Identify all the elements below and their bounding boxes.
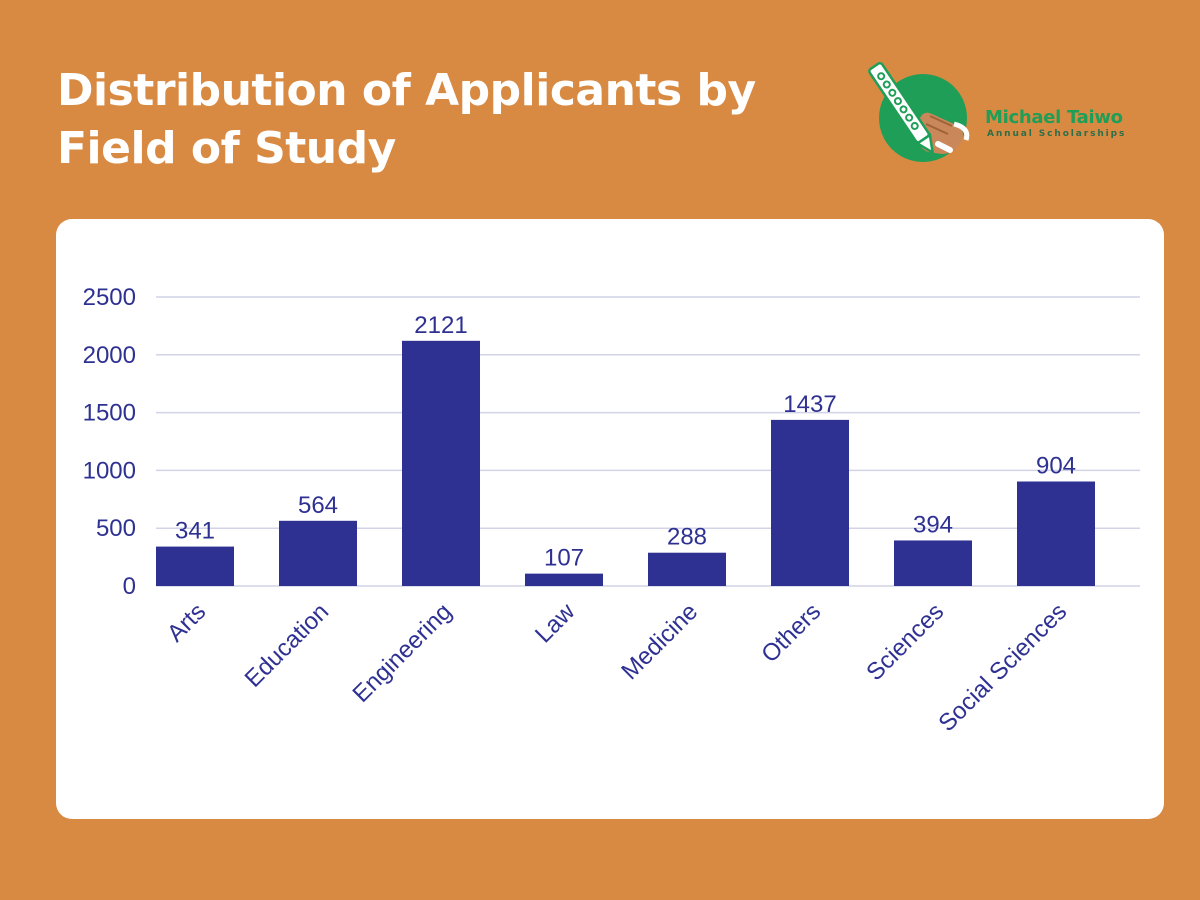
page-title-line-1: Distribution of Applicants by bbox=[57, 65, 756, 116]
logo: Michael Taiwo Annual Scholarships bbox=[868, 58, 1168, 173]
x-tick-label: Engineering bbox=[348, 598, 458, 708]
x-tick-label: Law bbox=[530, 598, 581, 649]
y-tick-label: 1500 bbox=[83, 400, 136, 427]
bar-chart: 0 500 1000 1500 2000 2500 341 Arts 564 Education 2… bbox=[83, 284, 1140, 737]
y-tick-label: 500 bbox=[96, 515, 136, 542]
y-tick-label: 2500 bbox=[83, 284, 136, 311]
data-label: 394 bbox=[913, 511, 953, 538]
bar bbox=[525, 573, 603, 586]
bar bbox=[156, 546, 234, 586]
page-title-line-2: Field of Study bbox=[57, 123, 396, 174]
bar bbox=[648, 552, 726, 586]
y-tick-label: 1000 bbox=[83, 457, 136, 484]
logo-name: Michael Taiwo bbox=[985, 107, 1123, 128]
bar bbox=[1017, 481, 1095, 586]
x-tick-label: Education bbox=[240, 598, 335, 693]
page-title: Distribution of Applicants by Field of S… bbox=[57, 62, 817, 178]
data-label: 288 bbox=[667, 524, 707, 551]
x-tick-label: Arts bbox=[162, 598, 211, 647]
y-tick-label: 0 bbox=[123, 573, 136, 600]
bar bbox=[279, 520, 357, 586]
data-label: 564 bbox=[298, 492, 338, 519]
y-tick-label: 2000 bbox=[83, 342, 136, 369]
x-tick-label: Medicine bbox=[616, 598, 703, 685]
bar bbox=[402, 340, 480, 586]
chart-card: 0 500 1000 1500 2000 2500 341 Arts 564 Education 2… bbox=[56, 219, 1164, 819]
data-label: 904 bbox=[1036, 452, 1076, 479]
x-tick-label: Others bbox=[756, 598, 826, 668]
data-label: 2121 bbox=[414, 312, 467, 339]
data-label: 341 bbox=[175, 518, 215, 545]
x-tick-label: Social Sciences bbox=[933, 598, 1072, 737]
bar bbox=[894, 540, 972, 586]
bar bbox=[771, 419, 849, 586]
pencil-hand-logo-icon bbox=[868, 61, 970, 162]
data-label: 1437 bbox=[783, 391, 836, 418]
x-tick-label: Sciences bbox=[861, 598, 949, 686]
logo-tagline: Annual Scholarships bbox=[987, 129, 1127, 139]
data-label: 107 bbox=[544, 545, 584, 572]
